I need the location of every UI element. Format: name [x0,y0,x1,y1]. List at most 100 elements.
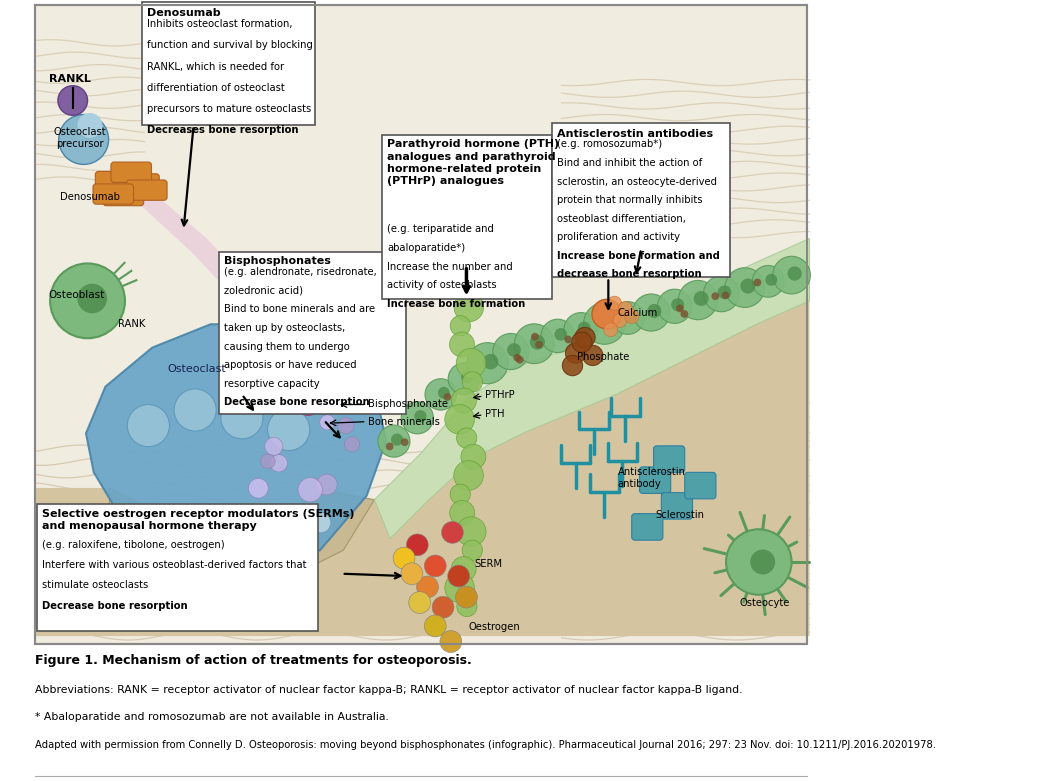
Text: Antisclerostin antibodies: Antisclerostin antibodies [556,129,713,138]
Circle shape [607,296,622,310]
Circle shape [788,266,801,280]
FancyBboxPatch shape [110,162,151,182]
Text: sclerostin, an osteocyte-derived: sclerostin, an osteocyte-derived [556,177,717,187]
Circle shape [456,259,476,280]
Circle shape [456,348,486,378]
Circle shape [461,276,486,301]
Circle shape [298,361,314,376]
Text: Figure 1. Mechanism of action of treatments for osteoporosis.: Figure 1. Mechanism of action of treatme… [35,654,472,667]
Circle shape [680,310,689,318]
Circle shape [401,563,423,585]
Circle shape [722,291,729,299]
Text: stimulate osteoclasts: stimulate osteoclasts [42,580,148,590]
Text: resorptive capacity: resorptive capacity [224,379,320,389]
FancyBboxPatch shape [662,493,693,519]
Text: Adapted with permission from Connelly D. Osteoporosis: moving beyond bisphosphon: Adapted with permission from Connelly D.… [35,740,937,750]
Circle shape [260,454,275,469]
Circle shape [461,444,486,469]
Circle shape [462,371,473,383]
Circle shape [507,343,521,357]
Text: PTHrP: PTHrP [486,390,515,400]
Circle shape [210,519,231,540]
Text: Increase bone formation and: Increase bone formation and [556,251,720,261]
Circle shape [160,521,181,541]
Circle shape [725,268,765,308]
Circle shape [424,555,446,577]
Polygon shape [374,238,810,539]
Text: apoptosis or have reduced: apoptosis or have reduced [224,360,356,370]
Circle shape [516,356,524,364]
Circle shape [694,291,709,306]
Circle shape [268,330,291,352]
Circle shape [712,292,719,300]
Circle shape [298,478,322,502]
Circle shape [577,322,591,334]
FancyBboxPatch shape [96,171,135,191]
Circle shape [401,438,408,446]
Circle shape [77,113,102,138]
Text: SERM: SERM [474,558,502,569]
Circle shape [575,327,595,348]
FancyBboxPatch shape [552,123,730,277]
Text: Phosphate: Phosphate [577,352,629,362]
Text: osteoblast differentiation,: osteoblast differentiation, [556,214,686,223]
Circle shape [259,387,277,405]
Text: Antisclerostin
antibody: Antisclerostin antibody [618,467,686,489]
Circle shape [286,522,306,542]
Circle shape [625,309,639,323]
Text: RANKL: RANKL [49,73,92,84]
Circle shape [632,294,670,331]
Circle shape [293,337,315,358]
Circle shape [750,550,775,575]
Circle shape [463,540,482,561]
Circle shape [444,393,451,401]
Text: precursors to mature osteoclasts: precursors to mature osteoclasts [147,104,312,113]
Text: function and survival by blocking: function and survival by blocking [147,41,313,51]
Circle shape [647,304,662,318]
FancyBboxPatch shape [653,446,685,473]
Circle shape [333,342,361,369]
Circle shape [531,333,539,341]
Text: Bind to bone minerals and are: Bind to bone minerals and are [224,305,375,315]
Circle shape [253,341,270,358]
Circle shape [391,433,403,446]
Circle shape [321,337,337,353]
Circle shape [378,425,410,457]
Circle shape [450,484,470,505]
Text: (e.g. teriparatide and: (e.g. teriparatide and [387,224,494,234]
FancyBboxPatch shape [382,135,552,298]
Circle shape [345,345,361,361]
FancyBboxPatch shape [35,5,808,644]
Text: Increase bone formation: Increase bone formation [387,298,525,308]
Circle shape [541,319,574,353]
Circle shape [536,341,543,348]
Circle shape [753,279,762,287]
Text: Osteoblast: Osteoblast [49,291,105,301]
Polygon shape [35,488,374,636]
FancyBboxPatch shape [631,514,663,540]
FancyBboxPatch shape [640,467,671,494]
Circle shape [563,355,582,376]
Text: Denosumab: Denosumab [60,192,120,202]
Polygon shape [109,488,374,582]
Text: zoledronic acid): zoledronic acid) [224,286,303,296]
Text: Decrease bone resorption: Decrease bone resorption [224,398,370,407]
Text: Inhibits osteoclast formation,: Inhibits osteoclast formation, [147,20,293,30]
Text: RANKL, which is needed for: RANKL, which is needed for [147,62,283,72]
Circle shape [445,573,474,603]
Circle shape [417,576,439,598]
Circle shape [456,517,486,547]
Text: differentiation of osteoclast: differentiation of osteoclast [147,83,284,93]
Circle shape [529,334,545,350]
Circle shape [442,522,464,544]
Circle shape [515,324,554,364]
Text: (e.g. romosozumab*): (e.g. romosozumab*) [556,140,662,149]
Circle shape [740,279,755,294]
Circle shape [445,405,474,434]
Circle shape [619,301,632,316]
Circle shape [58,86,88,116]
Text: PTH: PTH [486,409,504,419]
Circle shape [482,354,498,369]
Circle shape [718,286,731,299]
Text: * Abaloparatide and romosozumab are not available in Australia.: * Abaloparatide and romosozumab are not … [35,712,390,722]
